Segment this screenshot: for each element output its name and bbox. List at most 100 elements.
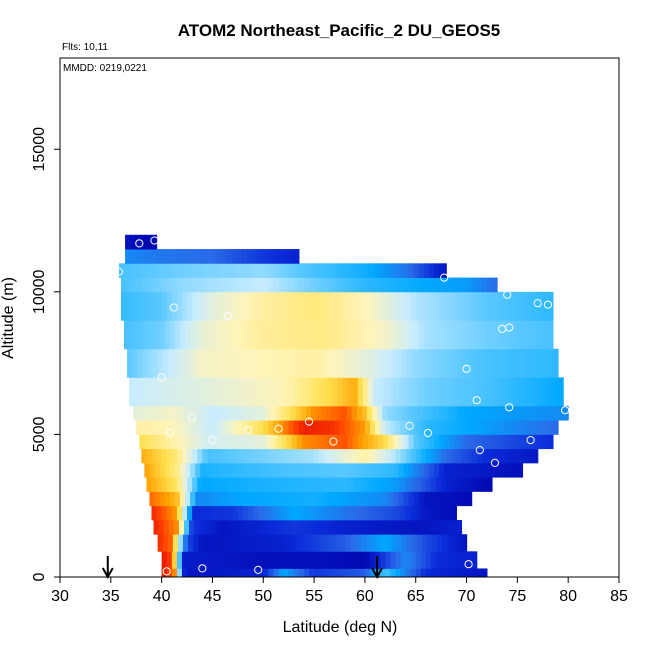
heatmap-cell (222, 277, 229, 293)
heatmap-cell (120, 277, 127, 293)
heatmap-cell (324, 568, 330, 578)
heatmap-cell (187, 448, 193, 464)
heatmap-cell (281, 434, 288, 450)
heatmap-cell (212, 568, 219, 578)
heatmap-cell (251, 377, 257, 407)
heatmap-cell (230, 491, 237, 507)
heatmap-cell (202, 291, 208, 321)
heatmap-cell (449, 491, 455, 507)
heatmap-cell (520, 377, 527, 407)
heatmap-cell (373, 434, 379, 450)
heatmap-cell (329, 277, 336, 293)
heatmap-cell (347, 263, 354, 278)
heatmap-cell (256, 377, 262, 407)
heatmap-cell (502, 420, 508, 435)
heatmap-cell (413, 462, 420, 478)
heatmap-cell (268, 505, 275, 521)
heatmap-cell (473, 405, 480, 421)
heatmap-cell (312, 320, 318, 350)
heatmap-cell (555, 377, 562, 407)
heatmap-cell (486, 277, 493, 293)
heatmap-cell (405, 420, 412, 435)
heatmap-cell (197, 291, 203, 321)
heatmap-cell (431, 348, 438, 378)
heatmap-cell (458, 519, 463, 535)
heatmap-cell (203, 534, 209, 552)
heatmap-cell (550, 434, 554, 450)
heatmap-cell (403, 491, 410, 507)
heatmap-cell (159, 320, 166, 350)
heatmap-cell (181, 568, 188, 578)
heatmap-cell (136, 277, 142, 293)
heatmap-cell (234, 405, 241, 421)
heatmap-cell (505, 377, 511, 407)
heatmap-cell (420, 277, 427, 293)
heatmap-cell (378, 462, 384, 478)
heatmap-cell (359, 477, 366, 492)
heatmap-cell (321, 405, 327, 421)
heatmap-cell (420, 505, 427, 521)
sample-point (477, 558, 486, 567)
heatmap-cell (166, 291, 173, 321)
heatmap-cell (537, 291, 544, 321)
heatmap-cell (354, 277, 361, 293)
heatmap-cell (306, 320, 313, 350)
heatmap-cell (139, 263, 145, 278)
heatmap-cell (436, 551, 442, 569)
sample-point (543, 300, 553, 309)
heatmap-cell (181, 291, 188, 321)
heatmap-cell (190, 263, 196, 278)
heatmap-cell (281, 263, 288, 278)
heatmap-cell (454, 434, 461, 450)
heatmap-cell (369, 291, 376, 321)
heatmap-cell (304, 348, 311, 378)
heatmap-cell (471, 277, 478, 293)
heatmap-cell (471, 448, 478, 464)
heatmap-cell (194, 519, 200, 535)
heatmap-cell (306, 434, 313, 450)
heatmap-cell (324, 420, 330, 435)
heatmap-cell (341, 519, 348, 535)
heatmap-cell (322, 377, 328, 407)
heatmap-cell (276, 320, 283, 350)
heatmap-cell (190, 491, 196, 507)
heatmap-cell (127, 348, 133, 378)
heatmap-cell (446, 551, 452, 569)
heatmap-cell (481, 420, 488, 435)
heatmap-cell (237, 551, 244, 569)
heatmap-cell (322, 462, 328, 478)
heatmap-cell (400, 551, 407, 569)
heatmap-cell (413, 491, 420, 507)
heatmap-cell (212, 277, 219, 293)
heatmap-cell (354, 568, 361, 578)
heatmap-cell (461, 477, 468, 492)
heatmap-cell (262, 249, 268, 264)
heatmap-cell (276, 263, 283, 278)
heatmap-cell (174, 320, 181, 350)
heatmap-cell (271, 263, 278, 278)
heatmap-cell (263, 291, 269, 321)
heatmap-cell (133, 405, 139, 421)
heatmap-cell (281, 491, 288, 507)
heatmap-cell (212, 448, 219, 464)
heatmap-cell (276, 491, 283, 507)
heatmap-cell (329, 448, 336, 464)
heatmap-cell (375, 291, 381, 321)
heatmap-cell (159, 377, 166, 407)
heatmap-cell (242, 291, 249, 321)
heatmap-cell (421, 348, 428, 378)
heatmap-cell (339, 505, 346, 521)
heatmap-cell (412, 519, 419, 535)
heatmap-cell (161, 568, 168, 578)
heatmap-cell (383, 462, 389, 478)
heatmap-cell (537, 420, 544, 435)
heatmap-cell (463, 405, 470, 421)
heatmap-cell (518, 348, 525, 378)
heatmap-cell (500, 320, 506, 350)
heatmap-cell (285, 405, 292, 421)
heatmap-cell (319, 551, 325, 569)
heatmap-cell (161, 448, 168, 464)
heatmap-cell (233, 348, 240, 378)
heatmap-cell (334, 477, 341, 492)
heatmap-cell (444, 491, 450, 507)
